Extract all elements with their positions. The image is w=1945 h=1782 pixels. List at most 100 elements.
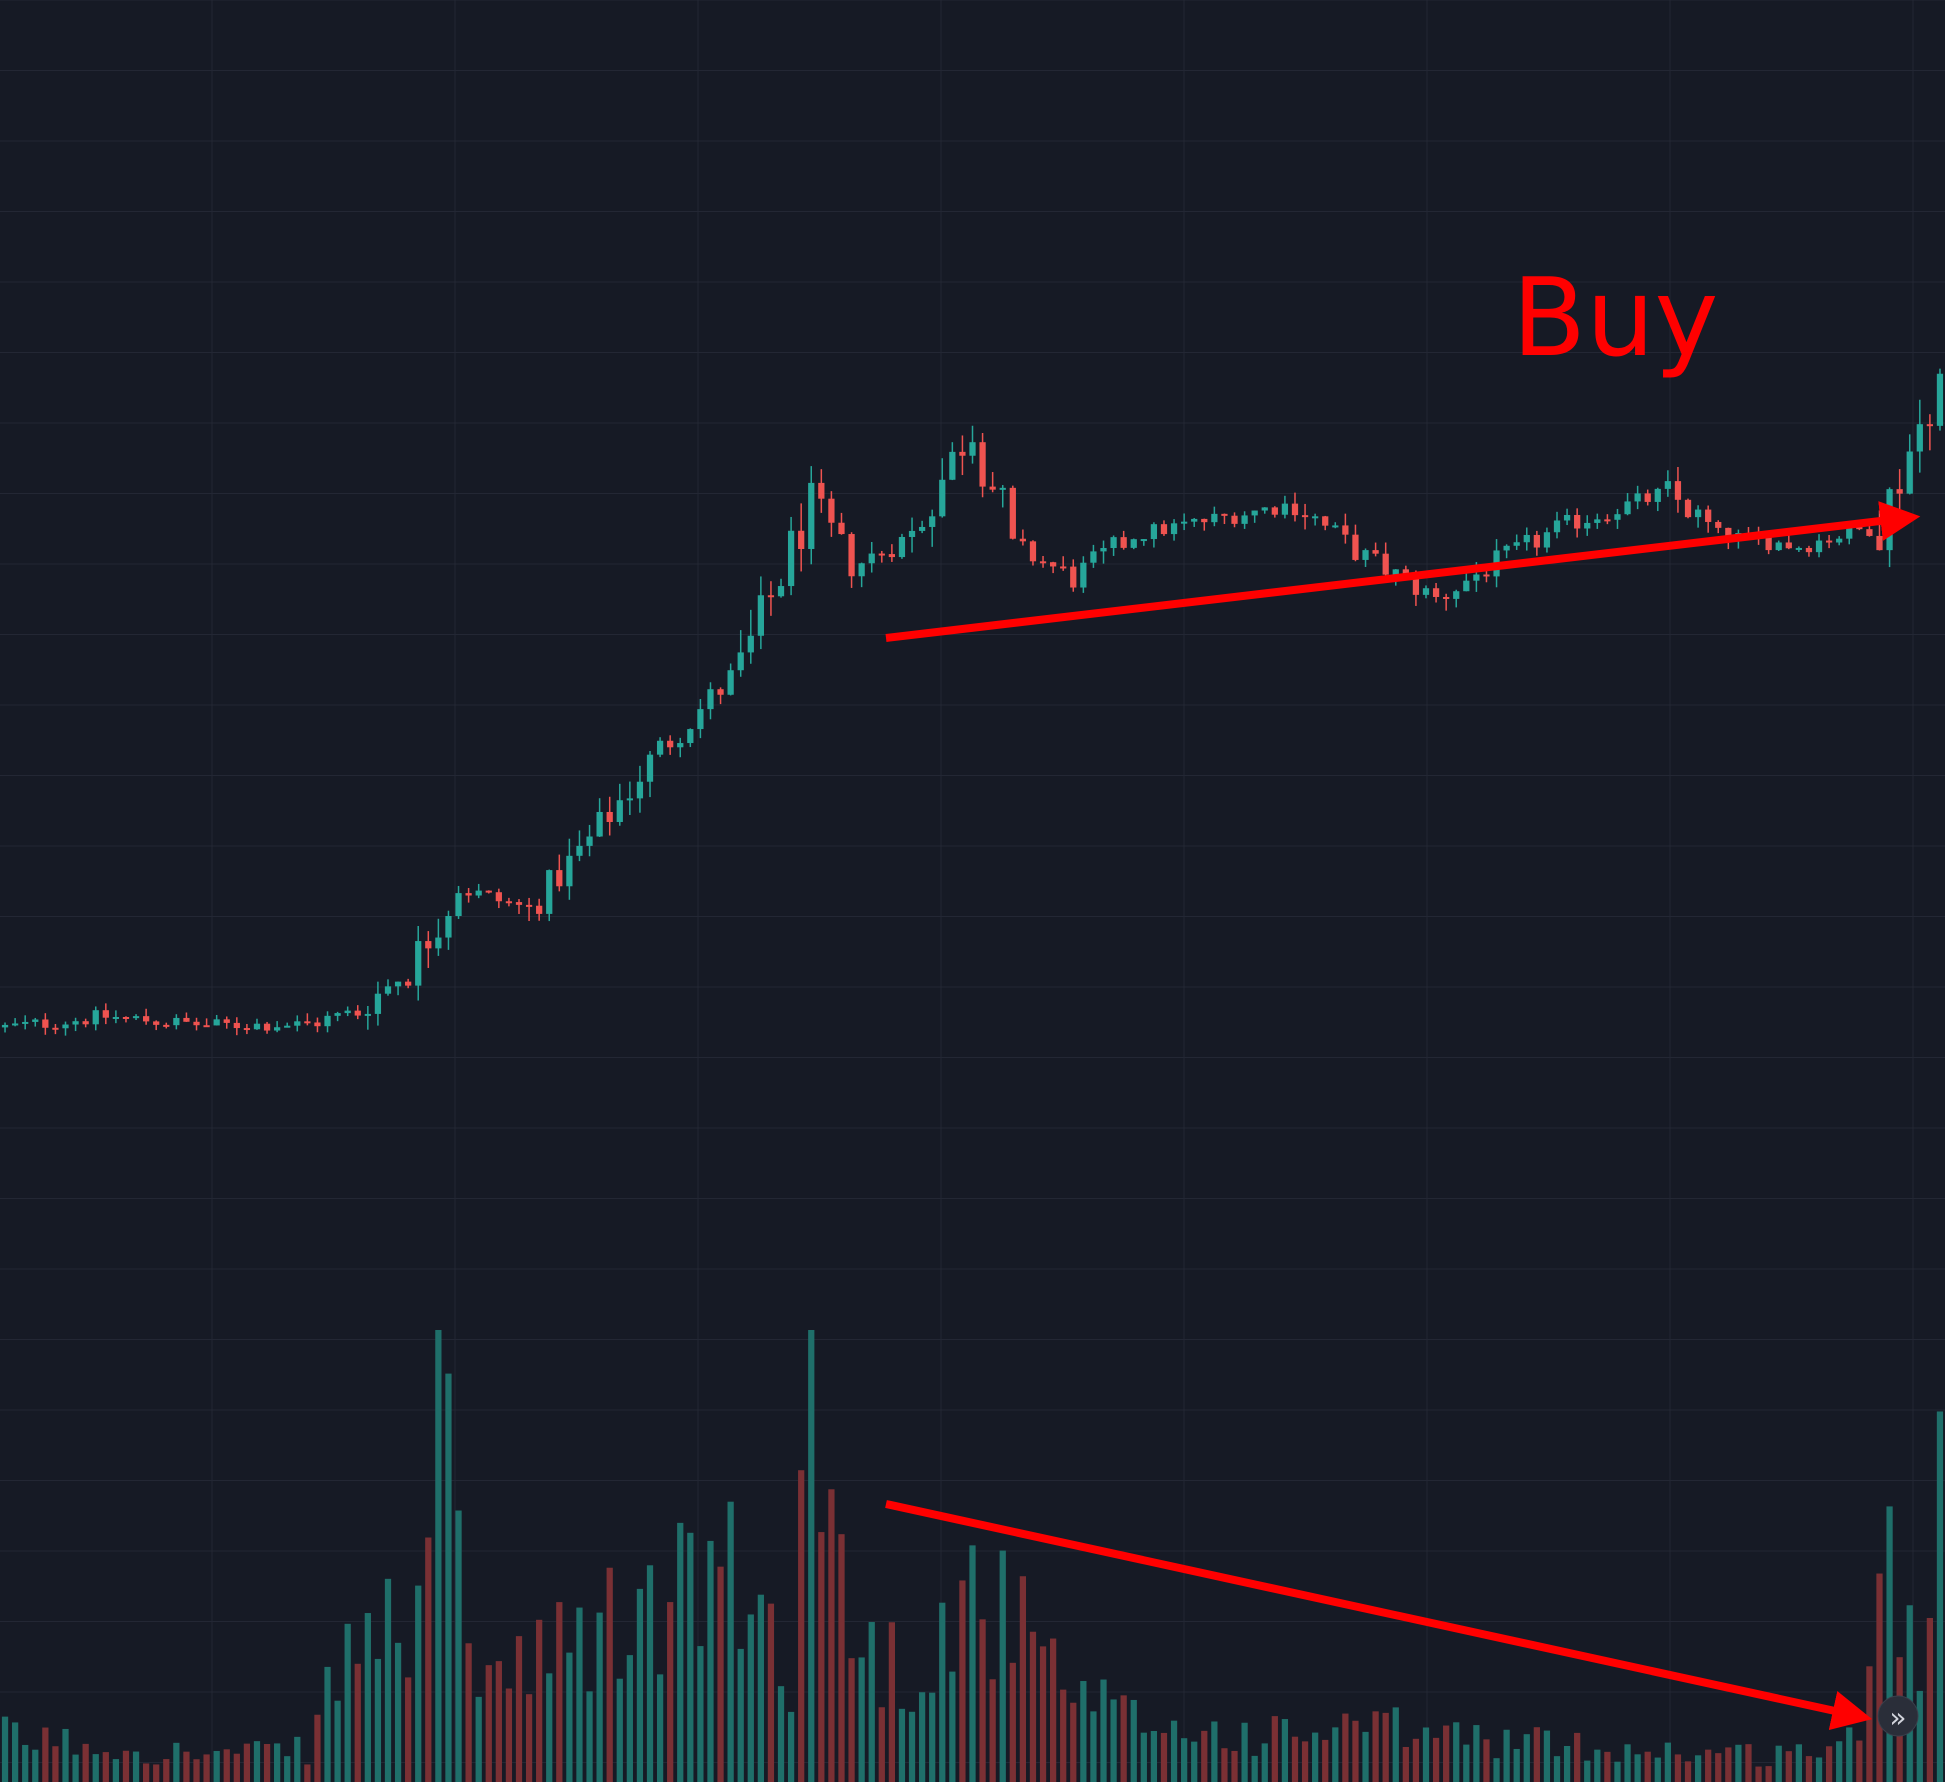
candle bbox=[656, 737, 664, 758]
candle bbox=[757, 576, 764, 650]
candle-body bbox=[918, 526, 926, 531]
candle-body bbox=[1, 1024, 9, 1028]
scroll-to-realtime-button[interactable]: » bbox=[1877, 1695, 1919, 1737]
candle-body bbox=[72, 1021, 79, 1025]
candle bbox=[1896, 469, 1903, 520]
volume-bar bbox=[1906, 1605, 1913, 1782]
candle bbox=[1715, 520, 1722, 534]
candle-body bbox=[818, 482, 825, 499]
volume-bar bbox=[1825, 1746, 1833, 1782]
volume-bar bbox=[1382, 1712, 1389, 1782]
candle-body bbox=[546, 870, 553, 914]
candle-body bbox=[223, 1019, 230, 1023]
candle bbox=[1100, 540, 1107, 564]
candle bbox=[344, 1006, 351, 1017]
double-chevron-right-icon: » bbox=[1889, 1701, 1906, 1734]
candle bbox=[1, 1022, 9, 1033]
candle-body bbox=[1483, 574, 1490, 577]
candle bbox=[798, 503, 805, 572]
volume-bar bbox=[515, 1636, 523, 1782]
candle-body bbox=[1644, 493, 1651, 502]
candle-body bbox=[1301, 515, 1309, 518]
volume-bar bbox=[324, 1666, 331, 1782]
candle bbox=[112, 1010, 120, 1024]
volume-bar bbox=[274, 1743, 281, 1782]
volume-bar bbox=[1483, 1739, 1490, 1782]
volume-bar bbox=[1029, 1631, 1037, 1782]
volume-bar bbox=[52, 1746, 59, 1782]
volume-bar bbox=[1543, 1730, 1551, 1782]
volume-bar bbox=[1110, 1699, 1117, 1782]
volume-bar bbox=[122, 1750, 130, 1782]
candle bbox=[1805, 545, 1813, 557]
candle-body bbox=[495, 892, 502, 902]
candle-body bbox=[1191, 518, 1198, 522]
candle-body bbox=[1553, 520, 1561, 533]
volume-bar bbox=[798, 1470, 805, 1782]
volume-bar bbox=[959, 1580, 966, 1782]
volume-bar bbox=[1574, 1732, 1581, 1782]
volume-bar bbox=[1705, 1749, 1712, 1782]
volume-bar bbox=[1453, 1722, 1460, 1782]
volume-bar bbox=[1594, 1749, 1601, 1782]
candle-body bbox=[1362, 550, 1369, 560]
volume-bar bbox=[1694, 1755, 1702, 1782]
candle-body bbox=[1815, 540, 1823, 553]
candle bbox=[1130, 538, 1137, 550]
volume-bar bbox=[918, 1692, 926, 1782]
candle bbox=[828, 491, 835, 537]
volume-bar bbox=[1876, 1573, 1883, 1782]
candle bbox=[52, 1024, 59, 1035]
candle-body bbox=[405, 981, 412, 986]
candle bbox=[253, 1018, 261, 1030]
volume-bar bbox=[1009, 1662, 1016, 1782]
candle bbox=[354, 1005, 361, 1020]
volume-bar bbox=[1019, 1576, 1027, 1782]
candle-body bbox=[1412, 574, 1420, 595]
candle bbox=[1039, 555, 1047, 568]
candle bbox=[767, 581, 775, 616]
candle bbox=[1049, 561, 1057, 574]
volume-bar bbox=[949, 1671, 956, 1782]
candle-body bbox=[1936, 373, 1944, 426]
candle bbox=[1070, 559, 1077, 592]
candle bbox=[1422, 585, 1430, 599]
volume-pane bbox=[1, 1330, 1944, 1782]
candle-body bbox=[1926, 424, 1934, 427]
volume-bar bbox=[1049, 1638, 1057, 1782]
candle-body bbox=[344, 1010, 351, 1014]
candle bbox=[1332, 522, 1339, 529]
volume-bar bbox=[1866, 1666, 1873, 1782]
volume-bar bbox=[777, 1686, 785, 1782]
volume-bar bbox=[1191, 1741, 1198, 1782]
candle bbox=[243, 1023, 251, 1035]
candle bbox=[1221, 513, 1228, 525]
volume-bar bbox=[969, 1545, 976, 1782]
candle-body bbox=[1906, 451, 1913, 494]
volume-bar bbox=[1291, 1736, 1299, 1782]
candle bbox=[1533, 530, 1540, 556]
candle bbox=[999, 485, 1006, 508]
volume-bar bbox=[1785, 1751, 1792, 1782]
candle bbox=[1705, 505, 1712, 533]
candle-body bbox=[687, 729, 694, 744]
candle-body bbox=[1422, 588, 1430, 595]
volume-bar bbox=[1584, 1760, 1591, 1782]
volume-bar bbox=[203, 1754, 210, 1782]
volume-bar bbox=[1261, 1743, 1268, 1782]
volume-bar bbox=[455, 1510, 462, 1782]
candle-body bbox=[1866, 529, 1873, 536]
candle bbox=[838, 512, 845, 535]
price-pane bbox=[1, 368, 1944, 1036]
volume-bar bbox=[1312, 1732, 1319, 1782]
candle-body bbox=[1543, 532, 1551, 548]
candle-body bbox=[1775, 542, 1782, 551]
candle bbox=[62, 1021, 69, 1036]
candle bbox=[485, 890, 492, 894]
volume-bar bbox=[1745, 1744, 1752, 1782]
candle bbox=[908, 517, 916, 553]
volume-bar bbox=[243, 1743, 251, 1782]
candle bbox=[183, 1012, 190, 1022]
candle-body bbox=[1261, 507, 1268, 511]
volume-bar bbox=[72, 1754, 79, 1782]
